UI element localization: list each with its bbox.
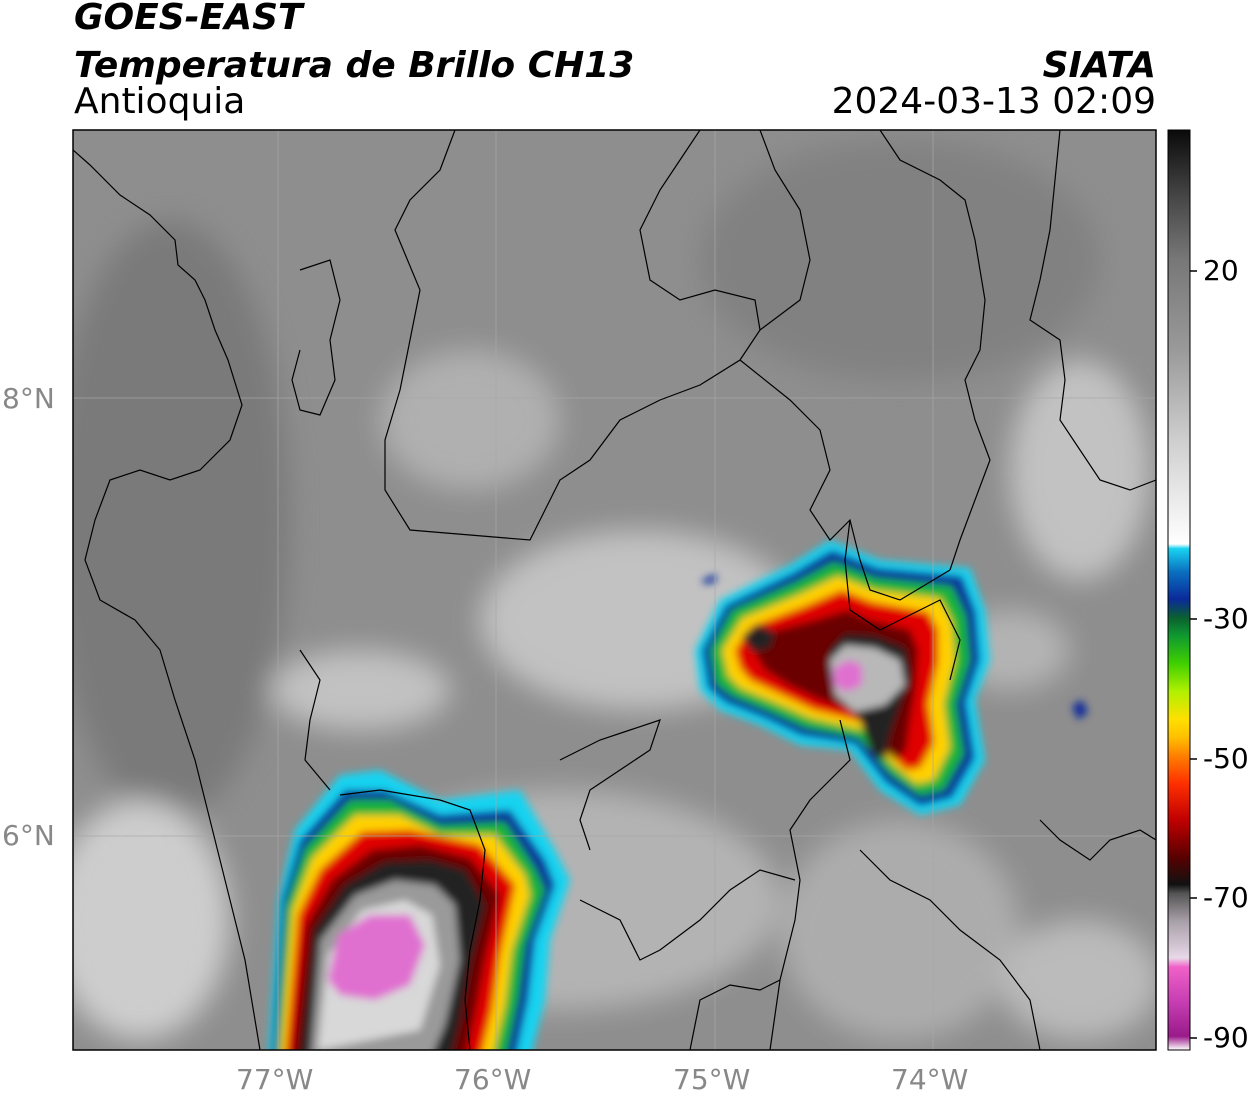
organization-label: SIATA bbox=[1042, 45, 1156, 86]
storm-northeast bbox=[695, 540, 1088, 815]
colorbar-tick-label: -30 bbox=[1203, 602, 1249, 635]
colorbar-tick-label: -50 bbox=[1203, 742, 1249, 775]
lat-tick-label: 6°N bbox=[2, 819, 55, 852]
graticule bbox=[73, 130, 1156, 1050]
colorbar-tick-label: 20 bbox=[1203, 254, 1239, 287]
lat-tick-label: 8°N bbox=[2, 382, 55, 415]
map-area bbox=[73, 130, 1156, 1050]
datetime-label: 2024-03-13 02:09 bbox=[831, 81, 1156, 122]
colorbar-tick-label: -90 bbox=[1203, 1021, 1249, 1054]
lon-tick-label: 74°W bbox=[891, 1063, 969, 1096]
colorbar bbox=[1167, 129, 1197, 1051]
lon-tick-label: 77°W bbox=[236, 1063, 314, 1096]
satellite-title: GOES-EAST bbox=[74, 0, 303, 38]
borders bbox=[73, 130, 1156, 1050]
lon-tick-label: 76°W bbox=[454, 1063, 532, 1096]
colorbar-tick-label: -70 bbox=[1203, 881, 1249, 914]
region-label: Antioquia bbox=[74, 81, 246, 122]
storm-southwest bbox=[268, 770, 570, 1050]
map-frame bbox=[72, 129, 1157, 1051]
lon-tick-label: 75°W bbox=[673, 1063, 751, 1096]
product-title: Temperatura de Brillo CH13 bbox=[74, 45, 635, 86]
